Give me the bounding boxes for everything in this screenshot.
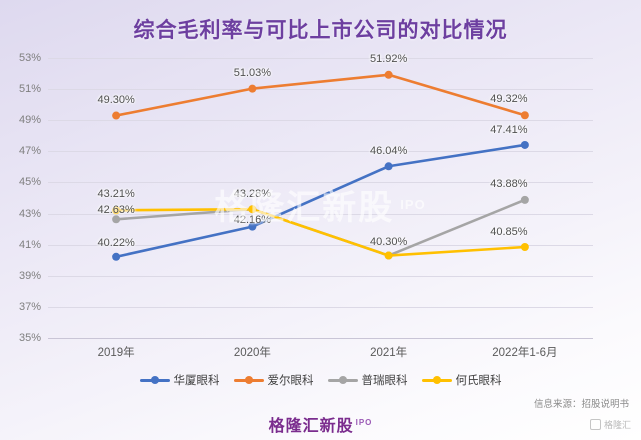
y-axis-tick-label: 43% (18, 207, 41, 220)
y-axis-tick-label: 45% (18, 176, 41, 189)
x-axis-tick-label: 2021年 (370, 347, 408, 359)
page-title: 综合毛利率与可比上市公司的对比情况 (133, 19, 508, 42)
legend-marker-icon (139, 375, 170, 386)
y-axis-tick-label: 39% (18, 269, 41, 282)
gridline: 41% (19, 239, 593, 251)
legend-item[interactable]: 爱尔眼科 (233, 372, 314, 388)
series-line (114, 198, 527, 257)
data-point-label: 43.21% (97, 188, 135, 201)
data-point (112, 252, 121, 261)
data-point-label: 42.16% (233, 213, 272, 226)
y-axis-tick-label: 53% (18, 52, 41, 64)
series-line (114, 207, 527, 257)
data-point (248, 222, 257, 231)
data-point-label: 40.85% (490, 226, 528, 238)
data-point (384, 70, 393, 79)
y-axis-tick-label: 47% (18, 145, 41, 158)
x-axis-tick-label: 2020年 (233, 347, 271, 359)
y-axis-tick-label: 37% (18, 300, 41, 313)
brand-logo-sub: IPO (355, 417, 373, 427)
series-lines (112, 70, 529, 261)
data-point (112, 206, 121, 215)
data-point-label: 40.22% (97, 236, 135, 249)
x-axis-tick-label: 2019年 (97, 347, 135, 359)
legend-label: 华厦眼科 (173, 375, 220, 387)
legend-label: 爱尔眼科 (267, 375, 314, 387)
legend-item[interactable]: 何氏眼科 (421, 372, 502, 388)
legend-marker-icon (327, 375, 358, 386)
y-axis-tick-label: 35% (18, 332, 41, 344)
legend-marker-icon (421, 375, 452, 386)
data-point (112, 215, 121, 224)
data-point-label: 43.88% (490, 177, 528, 190)
gridline: 45% (19, 176, 593, 188)
data-point-label: 42.63% (97, 204, 135, 217)
y-axis-tick-label: 49% (18, 114, 41, 127)
y-axis-tick-label: 41% (18, 238, 41, 251)
data-point (248, 205, 257, 214)
gridline: 43% (19, 208, 593, 220)
series-line (114, 143, 527, 259)
gridline: 51% (19, 83, 593, 95)
x-axis-tick-label: 2022年1-6月 (492, 347, 558, 359)
corner-logo-text: 格隆汇 (603, 420, 631, 430)
data-point-label: 43.28% (233, 188, 272, 201)
data-point-label: 40.30% (369, 235, 408, 248)
data-point (112, 111, 121, 120)
gridline: 39% (19, 270, 593, 282)
data-point (520, 111, 529, 120)
series-line (114, 73, 527, 117)
data-point (384, 251, 393, 260)
data-point-label: 46.04% (369, 145, 408, 158)
legend-marker-icon (233, 375, 264, 386)
legend-item[interactable]: 普瑞眼科 (327, 372, 408, 388)
data-point (520, 195, 529, 204)
data-point-label: 51.92% (369, 52, 408, 65)
data-point (520, 140, 529, 149)
legend-label: 何氏眼科 (455, 375, 502, 387)
data-point-label: 51.03% (233, 66, 272, 79)
data-point (384, 162, 393, 171)
data-point (248, 84, 257, 93)
gridline: 47% (19, 145, 593, 157)
plot-area: 53% 51% 49% 47% 45% 43% 41% 39% 37% 35% 49.30% 51.… (19, 52, 593, 344)
brand-logo-text: 格隆汇新股 (268, 418, 354, 435)
brand-logo: 格隆汇新股 IPO (0, 412, 641, 436)
gridline: 49% (19, 114, 593, 126)
x-axis-line (48, 338, 593, 339)
corner-logo-icon (589, 419, 601, 430)
chart-legend: 华厦眼科 爱尔眼科 普瑞眼科 何氏眼科 (0, 372, 641, 388)
gridline: 37% (19, 301, 593, 313)
y-axis-tick-label: 51% (18, 83, 41, 96)
legend-label: 普瑞眼科 (361, 375, 408, 387)
data-point (520, 243, 529, 251)
data-point-label: 49.30% (97, 93, 135, 106)
corner-logo: 格隆汇 (589, 418, 631, 431)
data-point-label: 49.32% (490, 93, 528, 106)
source-note: 信息来源：招股说明书 (533, 399, 629, 410)
gridline: 53% (19, 52, 593, 64)
data-point-label: 47.41% (490, 123, 528, 136)
legend-item[interactable]: 华厦眼科 (139, 372, 220, 388)
